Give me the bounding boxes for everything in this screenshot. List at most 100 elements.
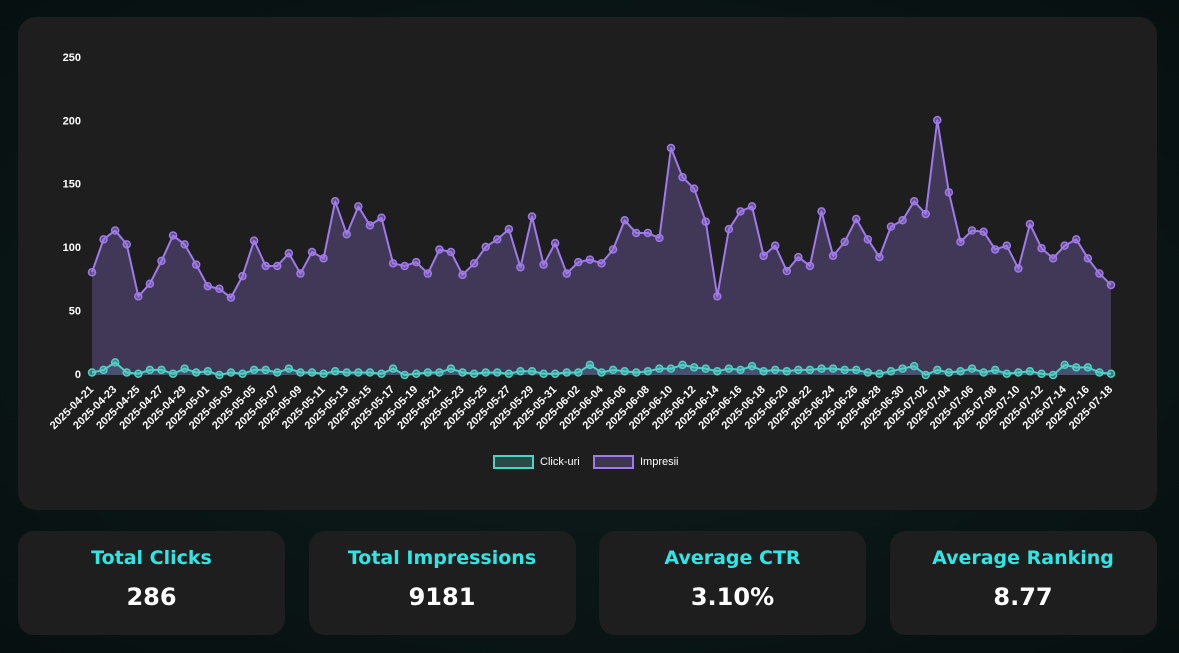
point <box>967 364 977 373</box>
point <box>701 364 710 373</box>
point <box>134 292 143 301</box>
point <box>342 368 351 377</box>
chart-panel <box>18 17 1157 510</box>
legend-swatch <box>493 455 534 469</box>
point <box>249 236 259 245</box>
stat-value: 286 <box>126 583 177 611</box>
point <box>527 212 537 221</box>
point <box>863 368 873 377</box>
point <box>620 366 629 376</box>
y-tick-label: 250 <box>63 52 81 64</box>
point <box>724 224 734 234</box>
point <box>180 240 189 249</box>
point <box>1014 368 1023 377</box>
point <box>458 368 467 377</box>
point <box>400 370 409 380</box>
point <box>1106 280 1116 290</box>
point <box>724 364 734 373</box>
point <box>157 256 166 266</box>
point <box>388 364 398 373</box>
point <box>342 230 351 239</box>
point <box>365 368 375 377</box>
y-tick-label: 0 <box>75 369 81 381</box>
point <box>354 368 363 377</box>
point <box>840 365 849 375</box>
point <box>886 366 896 376</box>
point <box>909 361 919 371</box>
point <box>1025 219 1035 229</box>
point <box>435 245 444 254</box>
point <box>481 242 490 252</box>
point <box>782 266 792 276</box>
point <box>713 366 722 376</box>
point <box>1095 269 1104 278</box>
point <box>979 368 988 377</box>
point <box>273 368 282 377</box>
point <box>191 260 201 269</box>
point <box>597 368 606 377</box>
point <box>921 209 930 219</box>
point <box>1002 241 1012 250</box>
point <box>1072 235 1081 244</box>
point <box>203 366 213 376</box>
point <box>805 261 815 271</box>
point <box>817 364 826 373</box>
point <box>516 262 525 272</box>
point <box>979 227 988 236</box>
point <box>805 365 815 375</box>
point <box>539 369 548 378</box>
point <box>411 257 421 267</box>
point <box>666 143 676 153</box>
point <box>898 364 907 373</box>
point <box>678 172 687 182</box>
point <box>759 366 768 376</box>
point <box>1025 366 1035 376</box>
point <box>296 368 305 377</box>
legend-swatch <box>593 455 634 469</box>
point <box>122 240 131 249</box>
point <box>736 365 745 375</box>
point <box>1095 368 1104 377</box>
point <box>990 245 1000 254</box>
point <box>330 366 340 376</box>
point <box>145 279 155 288</box>
point <box>643 228 653 238</box>
point <box>689 184 699 193</box>
point <box>469 259 479 268</box>
point <box>747 202 757 211</box>
point <box>863 235 873 244</box>
point <box>446 247 456 257</box>
point <box>191 368 201 377</box>
stat-title: Average Ranking <box>932 547 1114 569</box>
point <box>388 259 398 268</box>
point <box>215 284 224 294</box>
point <box>631 368 641 377</box>
point <box>504 369 514 378</box>
point <box>828 364 838 373</box>
point <box>713 292 722 301</box>
point <box>377 369 386 378</box>
point <box>354 202 363 211</box>
point <box>794 252 803 262</box>
chart: 0501001502002502025-04-212025-04-232025-… <box>48 52 1116 469</box>
y-tick-label: 50 <box>69 306 81 318</box>
point <box>562 368 572 377</box>
point <box>875 252 884 262</box>
point <box>990 365 1000 375</box>
stat-card: Average Ranking 8.77 <box>889 531 1157 635</box>
point <box>852 214 861 224</box>
point <box>643 366 653 376</box>
point <box>956 366 965 376</box>
stat-card: Total Impressions 9181 <box>308 531 576 635</box>
point <box>933 115 942 125</box>
point <box>701 217 710 226</box>
y-tick-label: 200 <box>63 115 81 127</box>
point <box>273 261 282 271</box>
point <box>886 222 896 231</box>
point <box>493 235 502 244</box>
point <box>759 251 768 261</box>
point <box>1037 369 1046 378</box>
point <box>539 260 548 269</box>
point <box>296 269 305 278</box>
